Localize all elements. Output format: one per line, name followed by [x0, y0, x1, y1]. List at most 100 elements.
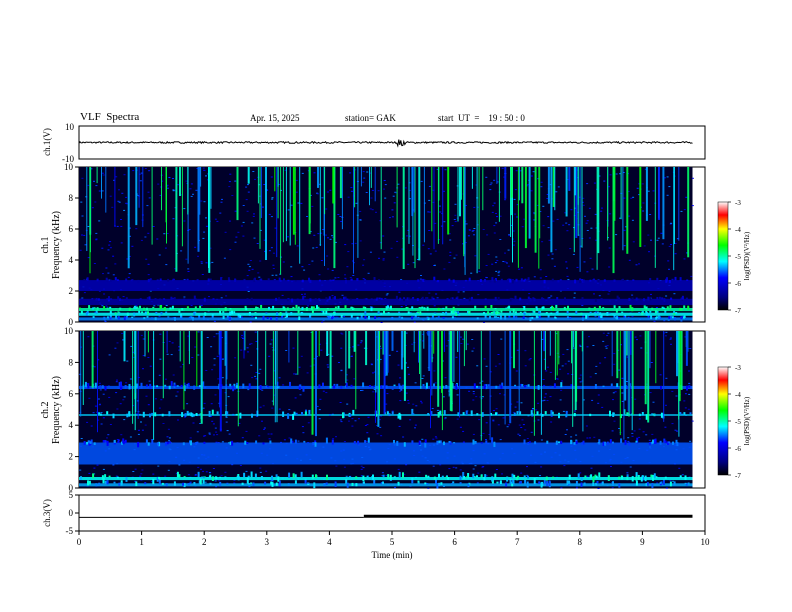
spectrogram-texture — [362, 181, 365, 183]
spectrogram-texture — [650, 239, 652, 241]
spectrogram-band — [641, 312, 644, 316]
spectrogram-band — [685, 483, 688, 486]
spectrogram-band — [467, 483, 470, 488]
spectrogram-band — [506, 278, 509, 283]
spectrogram-texture — [533, 219, 536, 221]
spectrogram-band — [393, 440, 395, 444]
spectrogram-band — [219, 310, 222, 315]
spectrogram-texture — [83, 292, 86, 294]
spectrogram-band — [241, 482, 244, 485]
spectrogram-band — [355, 476, 358, 479]
spectrogram-texture — [147, 404, 150, 406]
spectrogram-band — [610, 383, 613, 387]
spectrogram-band — [438, 482, 441, 487]
spectrogram-texture — [132, 170, 135, 172]
spectrogram-texture — [122, 399, 125, 401]
spectrogram-texture — [638, 428, 641, 430]
spectrogram-band — [193, 385, 196, 390]
spectrogram-texture — [307, 422, 310, 424]
spectrogram-texture — [231, 195, 234, 196]
spectrogram-band — [264, 481, 267, 485]
spectrogram-band — [433, 276, 436, 281]
spectrogram-band — [154, 298, 157, 300]
spectrogram-texture — [334, 277, 337, 279]
spectrogram-band — [214, 476, 217, 478]
spectrogram-texture — [582, 204, 585, 206]
spectrogram-texture — [680, 210, 683, 212]
spectrogram-band — [308, 277, 310, 282]
spectrogram-band — [387, 312, 390, 314]
figure-title: VLF Spectra — [80, 111, 140, 123]
spectrogram-texture — [561, 380, 564, 382]
spectrogram-band — [271, 482, 274, 487]
spectrogram-streak — [357, 167, 359, 258]
spectrogram-texture — [242, 221, 245, 223]
spectrogram-texture — [667, 260, 670, 262]
spectrogram-texture — [514, 406, 517, 408]
spectrogram-band — [282, 306, 285, 309]
spectrogram-band — [312, 442, 315, 446]
spectrogram-texture — [268, 250, 271, 252]
spectrogram-band — [229, 308, 232, 310]
spectrogram-texture — [495, 213, 497, 214]
spectrogram-streak — [311, 331, 314, 435]
spectrogram-band — [192, 414, 195, 417]
spectrogram-band — [426, 306, 429, 311]
spectrogram-band — [233, 311, 236, 314]
spectrogram-texture — [138, 429, 140, 431]
spectrogram-texture — [102, 468, 105, 470]
spectrogram-texture — [179, 366, 182, 368]
spectrogram-band — [649, 310, 652, 313]
spectrogram-texture — [676, 238, 679, 240]
spectrogram-band — [598, 315, 601, 319]
spectrogram-streak — [237, 331, 239, 427]
spectrogram-texture — [345, 374, 348, 376]
spectrogram-band — [656, 310, 659, 313]
spectrogram-band — [116, 279, 119, 281]
spectrogram-band — [426, 483, 429, 485]
spectrogram-band — [398, 311, 401, 313]
spectrogram-texture — [129, 436, 132, 438]
spectrogram-band — [332, 315, 335, 319]
spectrogram-texture — [384, 298, 387, 299]
spectrogram-band — [665, 279, 668, 283]
spectrogram-texture — [402, 436, 405, 438]
spectrogram-texture — [258, 372, 261, 374]
spectrogram-band — [689, 412, 692, 415]
spectrogram-band — [550, 312, 553, 314]
spectrogram-band — [522, 316, 525, 319]
spectrogram-streak — [607, 167, 609, 241]
spectrogram-band — [670, 315, 673, 319]
spectrogram-texture — [180, 250, 183, 252]
spectrogram-band — [275, 482, 278, 486]
spectrogram-streak — [577, 167, 579, 236]
spectrogram-texture — [540, 466, 543, 468]
spectrogram-band — [648, 442, 651, 446]
spectrogram-band — [266, 317, 269, 319]
spectrogram-band — [527, 296, 530, 299]
spectrogram-texture — [691, 420, 694, 422]
spectrogram-band — [353, 441, 356, 444]
spectrogram-band — [495, 412, 497, 416]
spectrogram-texture — [246, 347, 249, 349]
spectrogram-band — [541, 297, 544, 300]
spectrogram-texture — [440, 225, 443, 227]
spectrogram-band — [598, 305, 601, 309]
spectrogram-texture — [137, 433, 140, 435]
spectrogram-texture — [564, 212, 567, 214]
spectrogram-streak — [572, 331, 574, 427]
spectrogram-band — [583, 482, 586, 486]
spectrogram-streak — [97, 331, 98, 433]
spectrogram-band — [136, 383, 139, 388]
spectrogram-texture — [126, 360, 129, 362]
spectrogram-texture — [565, 261, 568, 263]
spectrogram-streak — [188, 331, 190, 365]
spectrogram-texture — [400, 306, 403, 308]
spectrogram-texture — [251, 222, 254, 224]
spectrogram-band — [184, 413, 187, 417]
spectrogram-texture — [397, 183, 400, 185]
spectrogram-texture — [516, 216, 518, 218]
spectrogram-streak — [437, 331, 440, 407]
spectrogram-band — [433, 383, 435, 387]
spectrogram-band — [655, 317, 658, 320]
